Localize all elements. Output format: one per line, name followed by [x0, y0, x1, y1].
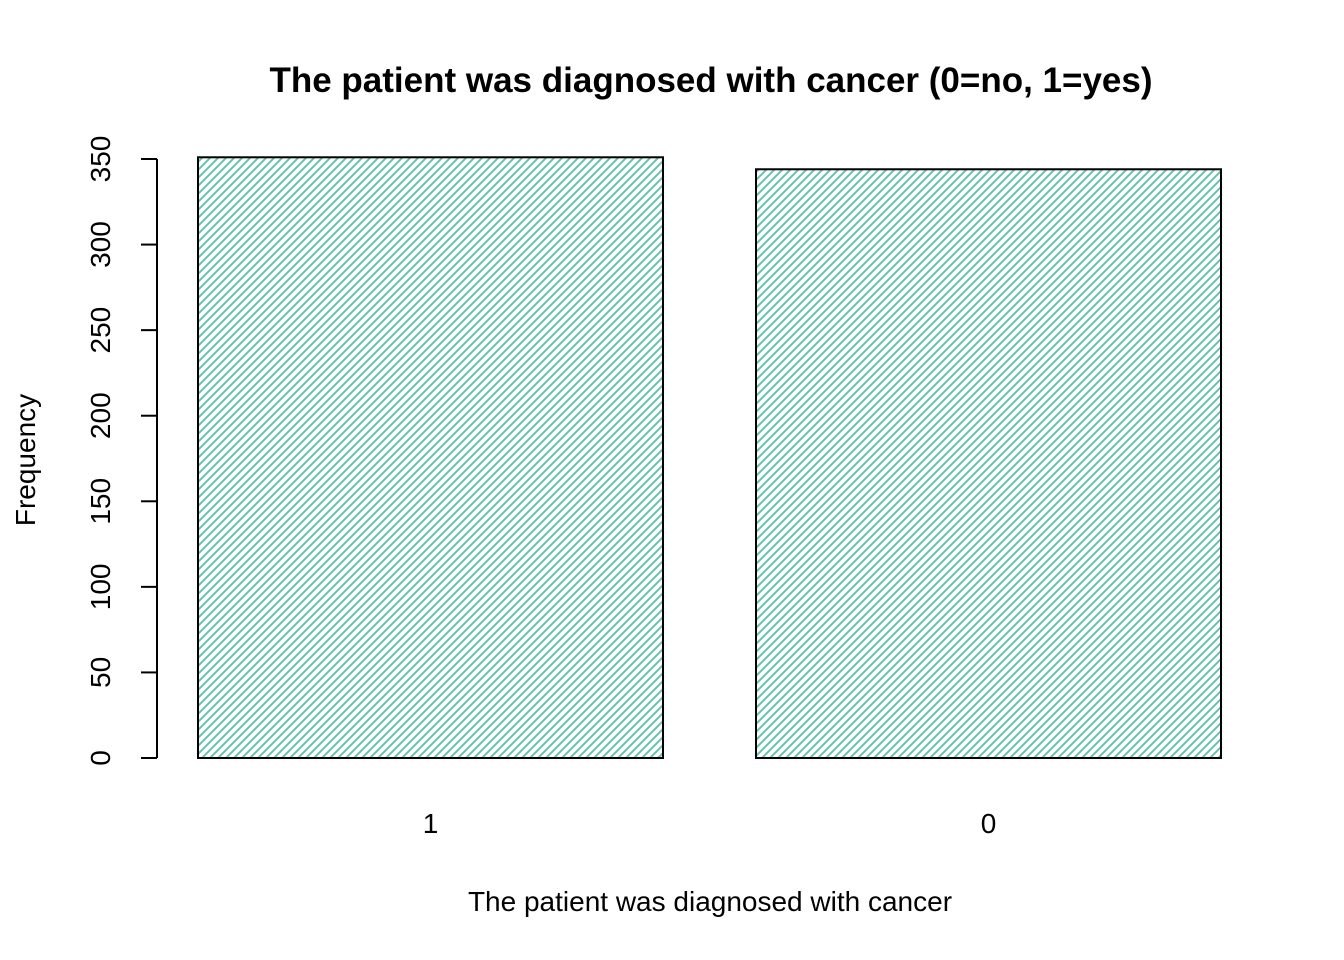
y-axis-label: Frequency: [10, 394, 41, 526]
bar-0: [755, 168, 1222, 760]
y-tick-label: 0: [85, 750, 116, 766]
y-tick-label: 250: [85, 307, 116, 354]
x-tick-label: 0: [981, 808, 997, 839]
y-tick-label: 300: [85, 221, 116, 268]
y-tick-label: 100: [85, 563, 116, 610]
bars-group: [197, 156, 1222, 760]
y-tick-label: 50: [85, 657, 116, 688]
y-tick-label: 200: [85, 392, 116, 439]
y-tick-label: 350: [85, 136, 116, 183]
y-tick-label: 150: [85, 478, 116, 525]
bar-1: [197, 156, 664, 759]
y-axis: 0 50 100 150 200 250 300 350: [85, 136, 158, 766]
chart-title: The patient was diagnosed with cancer (0…: [269, 61, 1152, 100]
x-tick-label: 1: [423, 808, 439, 839]
x-axis-label: The patient was diagnosed with cancer: [468, 886, 952, 917]
